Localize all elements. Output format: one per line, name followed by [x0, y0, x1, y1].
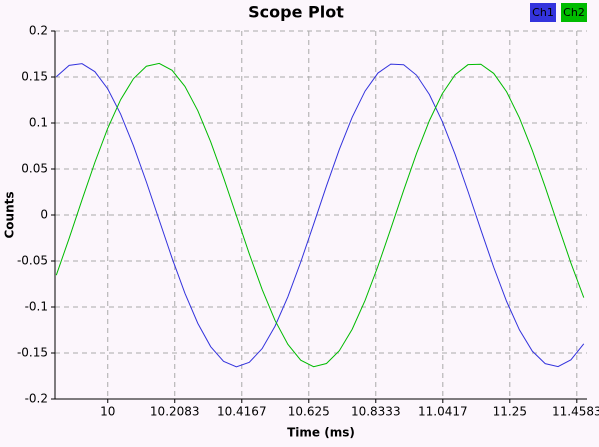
- y-tick-label: 0.2: [29, 24, 48, 38]
- series-line: [55, 62, 585, 368]
- y-axis-label: Counts: [3, 191, 17, 238]
- legend-label[interactable]: Ch2: [563, 6, 585, 19]
- y-tick-label: -0.2: [25, 392, 48, 406]
- legend-label[interactable]: Ch1: [532, 6, 554, 19]
- x-tick-label: 10.625: [288, 405, 330, 419]
- y-tick-label: -0.15: [17, 346, 48, 360]
- y-tick-label: -0.1: [25, 300, 48, 314]
- series-line: [55, 63, 585, 368]
- y-tick-label: -0.05: [17, 254, 48, 268]
- y-tick-label: 0.15: [21, 70, 48, 84]
- y-tick-label: 0.05: [21, 162, 48, 176]
- x-tick-label: 10.4167: [217, 405, 267, 419]
- legend-swatch[interactable]: [561, 3, 587, 22]
- x-tick-label: 11.0417: [418, 405, 468, 419]
- chart-title: Scope Plot: [248, 3, 344, 22]
- x-axis-label: Time (ms): [287, 426, 355, 440]
- y-tick-label: 0: [40, 208, 48, 222]
- legend-swatch[interactable]: [530, 3, 556, 22]
- x-tick-label: 10: [100, 405, 115, 419]
- x-tick-label: 11.25: [493, 405, 527, 419]
- x-tick-label: 11.4583: [552, 405, 599, 419]
- x-tick-label: 10.8333: [351, 405, 401, 419]
- y-tick-label: 0.1: [29, 116, 48, 130]
- x-tick-label: 10.2083: [150, 405, 200, 419]
